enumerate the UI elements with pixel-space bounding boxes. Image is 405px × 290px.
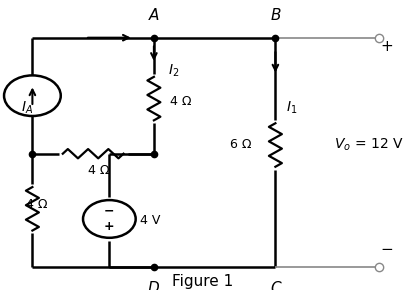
Text: D: D	[148, 281, 160, 290]
Text: Figure 1: Figure 1	[172, 273, 233, 289]
Text: C: C	[270, 281, 281, 290]
Text: $V_o$ = 12 V: $V_o$ = 12 V	[334, 137, 403, 153]
Text: A: A	[149, 8, 159, 23]
Text: +: +	[104, 220, 115, 233]
Text: +: +	[380, 39, 393, 54]
Text: 6 Ω: 6 Ω	[230, 139, 251, 151]
Text: −: −	[104, 204, 115, 218]
Text: 4 Ω: 4 Ω	[88, 164, 110, 177]
Text: $I_1$: $I_1$	[286, 99, 297, 115]
Text: $I_A$: $I_A$	[21, 99, 34, 115]
Text: $I_2$: $I_2$	[168, 63, 179, 79]
Text: 4 Ω: 4 Ω	[170, 95, 192, 108]
Text: B: B	[270, 8, 281, 23]
Text: 4 V: 4 V	[140, 214, 160, 227]
Text: −: −	[380, 242, 393, 257]
Text: 4 Ω: 4 Ω	[26, 198, 48, 211]
